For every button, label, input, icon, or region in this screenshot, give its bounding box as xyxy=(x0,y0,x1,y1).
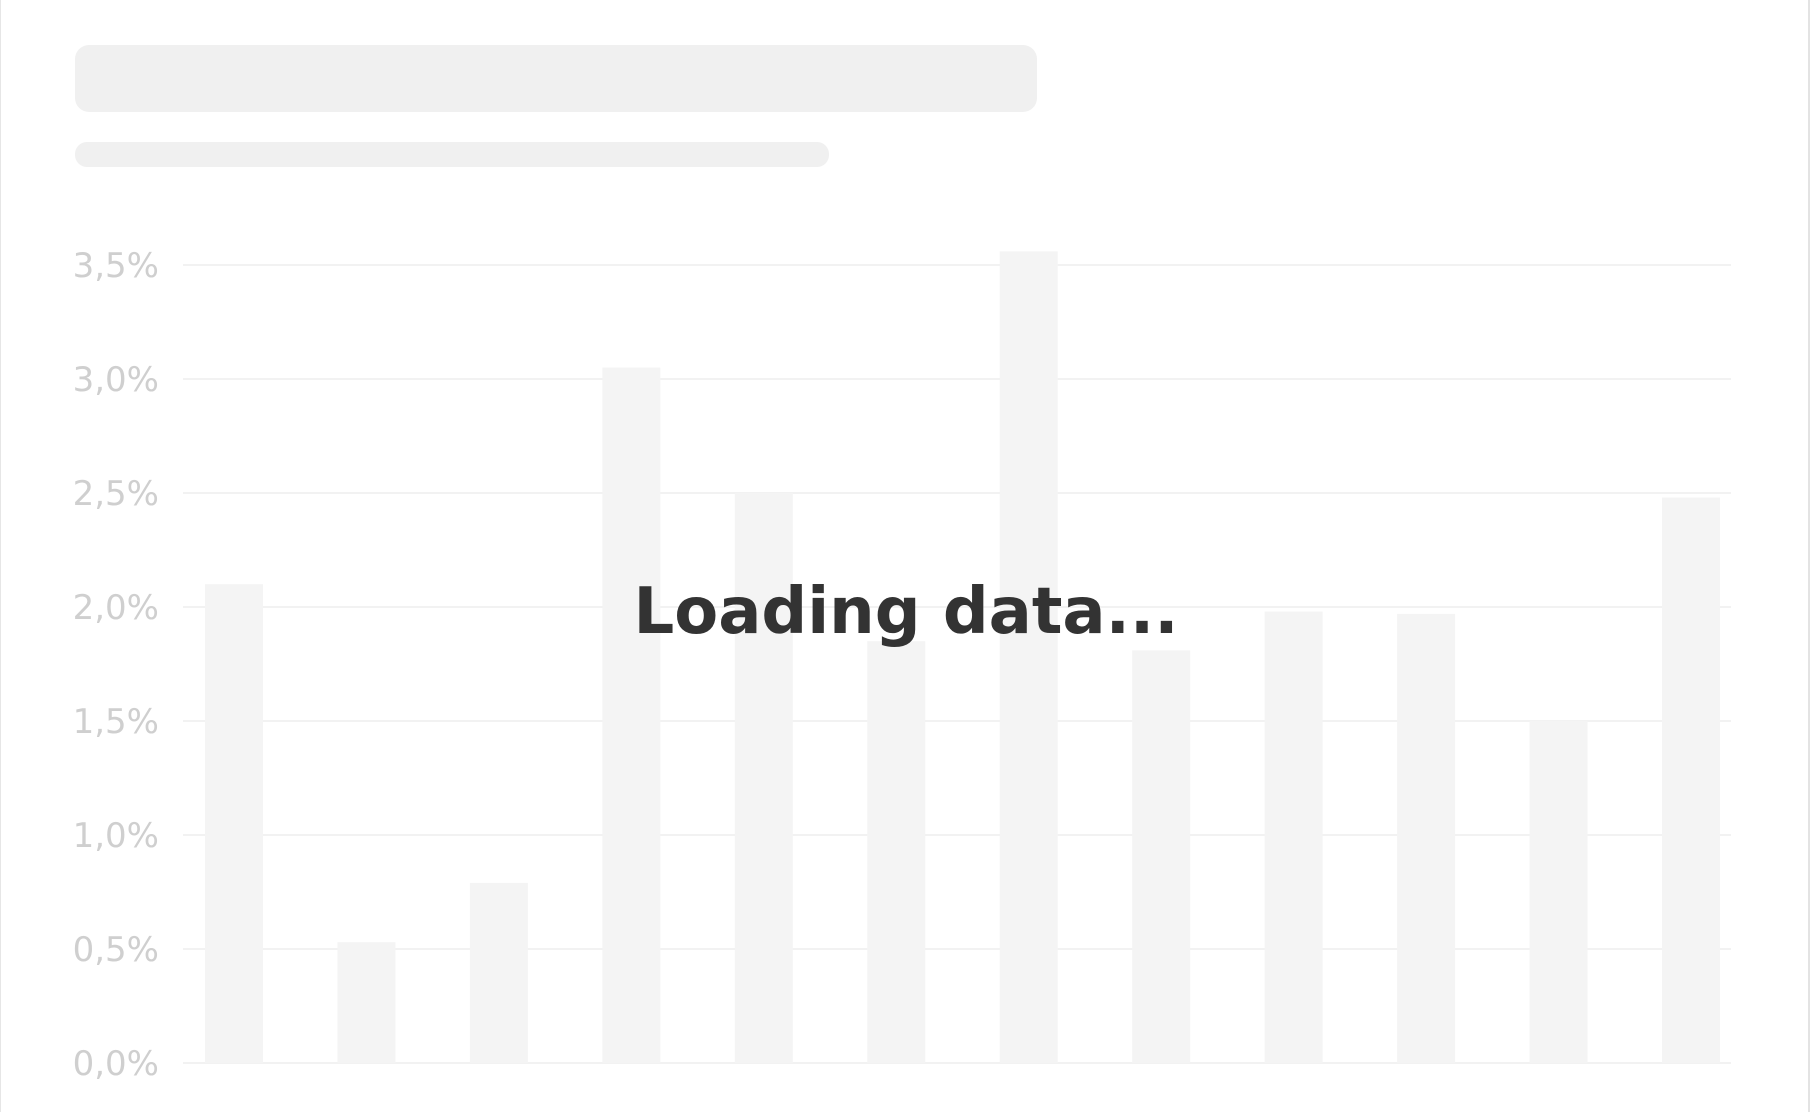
bar xyxy=(1264,611,1323,1063)
grid-lines xyxy=(183,264,1731,1064)
y-tick-label: 2,0% xyxy=(73,588,159,628)
bar xyxy=(469,882,528,1063)
y-axis-ticks: 0,0% 0,5% 1,0% 1,5% 2,0% 2,5% 3,0% 3,5% xyxy=(73,246,159,1084)
y-tick-label: 3,5% xyxy=(73,246,159,286)
bar xyxy=(734,493,793,1063)
bars xyxy=(205,251,1720,1064)
y-tick-label: 1,0% xyxy=(73,816,159,856)
bar xyxy=(1662,497,1720,1063)
bar xyxy=(602,367,661,1064)
y-tick-label: 1,5% xyxy=(73,702,159,742)
y-tick-label: 3,0% xyxy=(73,360,159,400)
y-tick-label: 2,5% xyxy=(73,474,159,514)
y-tick-label: 0,5% xyxy=(73,930,159,970)
bar xyxy=(1132,650,1191,1063)
bar xyxy=(205,584,263,1063)
bar xyxy=(1397,613,1456,1063)
subtitle-skeleton-placeholder xyxy=(75,142,829,167)
bar xyxy=(999,251,1058,1063)
bar xyxy=(337,942,396,1063)
title-skeleton-placeholder xyxy=(75,45,1037,112)
bar xyxy=(1529,721,1588,1063)
bar xyxy=(867,641,926,1063)
y-tick-label: 0,0% xyxy=(73,1044,159,1084)
